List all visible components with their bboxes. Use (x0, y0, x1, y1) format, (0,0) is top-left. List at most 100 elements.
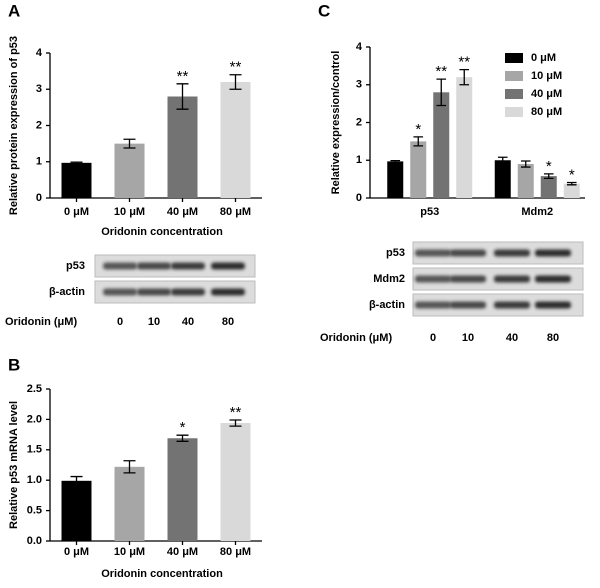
significance-label: ** (177, 68, 189, 85)
blot-band (103, 288, 137, 296)
bar (167, 96, 198, 198)
y-tick-label: 3 (356, 79, 362, 91)
panel-label: C (318, 1, 330, 20)
error-bar (497, 156, 508, 164)
y-axis-label: Relative p53 mRNA level (8, 401, 20, 529)
y-tick-label: 2 (36, 119, 42, 131)
error-bar (543, 173, 554, 180)
panel-label: B (8, 355, 20, 374)
error-bar (70, 161, 83, 165)
blot-row-label: β-actin (369, 299, 405, 311)
bar (114, 143, 145, 198)
y-tick-label: 3 (36, 83, 42, 95)
bar (61, 162, 92, 198)
significance-label: ** (230, 404, 242, 421)
legend-swatch (505, 107, 523, 117)
bar (167, 438, 198, 541)
panel-label: A (8, 1, 20, 20)
y-tick-label: 4 (36, 47, 43, 59)
error-bar (566, 181, 577, 186)
x-tick-label: 40 μM (167, 206, 198, 218)
error-bar (229, 74, 242, 90)
lane-label: 80 (547, 332, 559, 344)
significance-label: ** (435, 63, 447, 80)
blot-band (493, 249, 531, 257)
bar (61, 480, 92, 541)
y-tick-label: 2.5 (27, 383, 42, 395)
significance-label: * (569, 166, 575, 183)
bar (563, 183, 580, 198)
legend-label: 10 μM (531, 70, 562, 82)
y-tick-label: 0 (36, 192, 42, 204)
error-bar (436, 78, 447, 107)
error-bar (123, 138, 136, 149)
blot-band (137, 262, 171, 270)
legend-label: 40 μM (531, 88, 562, 100)
x-axis-label: Oridonin concentration (101, 226, 223, 238)
legend-label: 0 μM (531, 52, 556, 64)
x-axis-label: Oridonin concentration (101, 568, 223, 580)
significance-label: ** (230, 59, 242, 76)
error-bar (229, 419, 242, 427)
blot-band (211, 262, 245, 270)
x-tick-label: 0 μM (64, 206, 89, 218)
legend-swatch (505, 71, 523, 81)
lane-label: 80 (222, 316, 234, 328)
x-tick-label: p53 (420, 206, 439, 218)
significance-label: ** (458, 54, 470, 71)
blot-band (449, 301, 487, 309)
y-axis-label: Relative expression/control (330, 51, 342, 195)
y-tick-label: 2 (356, 116, 362, 128)
error-bar (70, 475, 83, 486)
error-bar (413, 136, 424, 147)
blot-band (414, 301, 452, 309)
blot-band (211, 288, 245, 296)
y-tick-label: 1 (356, 154, 362, 166)
error-bar (123, 460, 136, 474)
treatment-label: Oridonin (μM) (5, 316, 77, 328)
blot-band (493, 301, 531, 309)
blot-band (449, 249, 487, 257)
bar (517, 164, 534, 198)
blot-row-label: β-actin (49, 286, 85, 298)
bar (220, 423, 251, 541)
legend-swatch (505, 53, 523, 63)
y-tick-label: 2.0 (27, 413, 42, 425)
y-tick-label: 4 (356, 41, 363, 53)
significance-label: * (546, 158, 552, 175)
error-bar (176, 434, 189, 442)
lane-label: 40 (182, 316, 194, 328)
y-tick-label: 1.5 (27, 444, 42, 456)
legend-label: 80 μM (531, 106, 562, 118)
blot-row-label: p53 (386, 247, 405, 259)
lane-label: 10 (148, 316, 160, 328)
blot-band (414, 249, 452, 257)
blot-band (171, 262, 205, 270)
x-tick-label: 80 μM (220, 546, 251, 558)
blot-band (534, 249, 572, 257)
blot-band (103, 262, 137, 270)
x-tick-label: 10 μM (114, 206, 145, 218)
blot-band (534, 275, 572, 283)
bar (540, 176, 557, 198)
blot-row-label: Mdm2 (373, 273, 405, 285)
bar (456, 77, 473, 198)
lane-label: 40 (506, 332, 518, 344)
blot-band (534, 301, 572, 309)
lane-label: 0 (117, 316, 123, 328)
error-bar (390, 159, 401, 163)
y-tick-label: 0.5 (27, 505, 42, 517)
y-tick-label: 1.0 (27, 474, 42, 486)
error-bar (459, 69, 470, 86)
treatment-label: Oridonin (μM) (320, 332, 392, 344)
y-tick-label: 0 (356, 192, 362, 204)
blot-band (493, 275, 531, 283)
bar (494, 160, 511, 198)
bar (114, 466, 145, 541)
lane-label: 0 (430, 332, 436, 344)
significance-label: * (180, 419, 186, 436)
blot-row-label: p53 (66, 260, 85, 272)
bar (433, 92, 450, 198)
bar (410, 141, 427, 198)
legend-swatch (505, 89, 523, 99)
